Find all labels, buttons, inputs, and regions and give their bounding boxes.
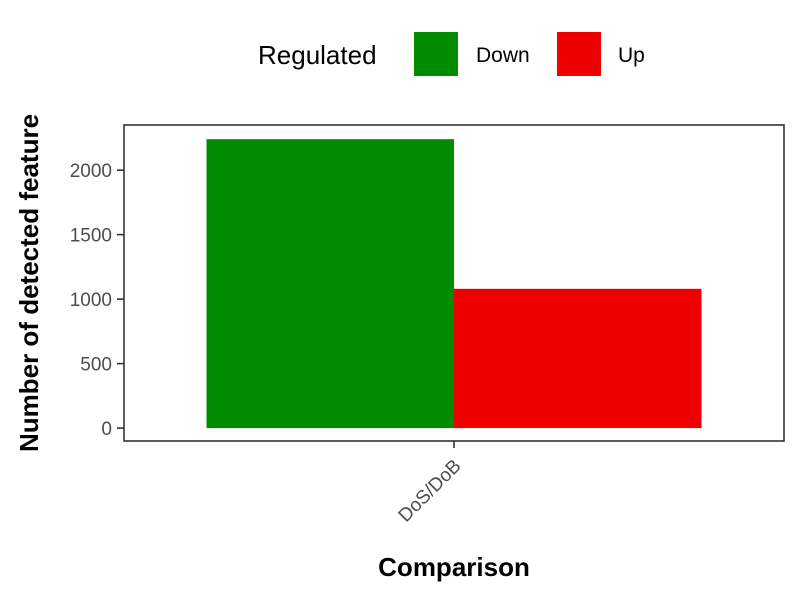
y-axis-title: Number of detected feature [14, 114, 44, 452]
y-tick-label: 2000 [70, 161, 112, 182]
legend: Regulated Down Up [258, 32, 645, 76]
legend-swatch-up [557, 32, 601, 76]
bar-up [454, 288, 702, 429]
y-tick-label: 1500 [70, 226, 112, 247]
legend-label-down: Down [476, 44, 530, 67]
legend-title: Regulated [258, 40, 377, 70]
legend-label-up: Up [618, 44, 645, 67]
bars [206, 139, 702, 429]
plot-area: 0 500 1000 1500 2000 DoS/DoB [70, 124, 785, 527]
bar-down [206, 139, 454, 429]
x-axis-title: Comparison [378, 552, 530, 582]
x-tick-label: DoS/DoB [395, 456, 466, 527]
legend-swatch-down [414, 32, 458, 76]
y-tick-label: 0 [101, 419, 112, 440]
x-axis: DoS/DoB [395, 441, 466, 527]
y-tick-label: 1000 [70, 290, 112, 311]
y-tick-label: 500 [80, 355, 112, 376]
y-axis: 0 500 1000 1500 2000 [70, 161, 124, 440]
